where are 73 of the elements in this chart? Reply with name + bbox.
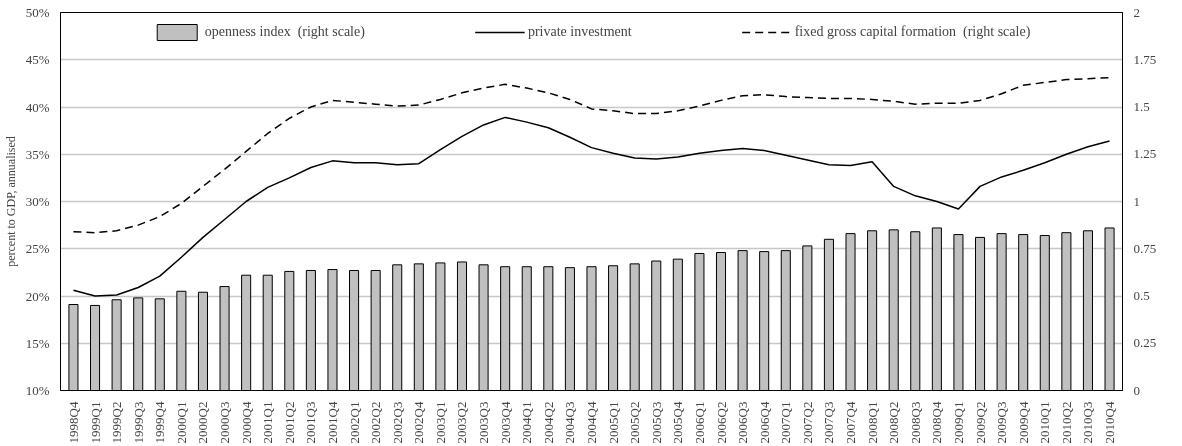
x-tick-label: 2007Q3	[821, 401, 837, 444]
x-tick-label: 2009Q4	[1015, 401, 1031, 444]
y-tick-label: 45%	[25, 52, 50, 68]
x-tick-label: 2005Q3	[648, 401, 664, 444]
x-tick-label: 2003Q1	[432, 401, 448, 444]
y-tick-label: 30%	[25, 194, 50, 209]
y2-tick-label: 2	[1133, 4, 1140, 20]
x-tick-label: 2005Q2	[627, 401, 643, 444]
x-tick-label: 2005Q4	[670, 401, 686, 444]
x-tick-label: 2001Q2	[281, 401, 297, 444]
x-tick-label: 2003Q2	[454, 401, 470, 444]
x-tick-label: 2006Q4	[756, 401, 772, 444]
y-tick-label: 40%	[25, 99, 50, 115]
x-tick-label: 2010Q2	[1058, 401, 1074, 444]
x-tick-label: 2009Q2	[972, 401, 988, 444]
x-tick-label: 2009Q1	[950, 401, 966, 444]
x-tick-label: 2000Q2	[195, 401, 211, 444]
x-tick-label: 2004Q1	[519, 401, 535, 444]
x-tick-label: 2010Q1	[1037, 401, 1053, 444]
legend-label: fixed gross capital formation (right scale)	[794, 24, 1031, 40]
y-tick-label: 15%	[25, 335, 50, 351]
x-tick-label: 2003Q3	[476, 401, 492, 444]
x-tick-label: 2004Q3	[562, 401, 578, 444]
x-tick-label: 2004Q2	[540, 401, 556, 444]
x-tick-label: 2006Q1	[691, 401, 707, 444]
x-tick-label: 2002Q2	[368, 401, 384, 444]
x-tick-label: 1999Q3	[130, 401, 146, 444]
x-tick-label: 1999Q1	[87, 401, 103, 444]
x-tick-label: 2002Q1	[346, 401, 362, 444]
y2-tick-label: 0.5	[1133, 288, 1150, 303]
x-tick-label: 2008Q1	[864, 401, 880, 444]
x-tick-label: 2008Q2	[886, 401, 902, 444]
x-tick-label: 2006Q2	[713, 401, 729, 444]
line-series	[72, 76, 1111, 234]
legend-label: private investment	[527, 24, 632, 40]
x-tick-label: 2007Q2	[799, 401, 815, 444]
x-tick-label: 2002Q3	[389, 401, 405, 444]
line-series	[72, 116, 1111, 297]
x-tick-label: 1999Q2	[109, 401, 125, 444]
x-tick-label: 2001Q3	[303, 401, 319, 444]
x-tick-label: 2007Q4	[843, 401, 859, 444]
x-tick-label: 2000Q1	[173, 401, 189, 444]
x-tick-label: 2010Q3	[1080, 401, 1096, 444]
y2-tick-label: 0.75	[1133, 240, 1157, 256]
x-tick-label: 2008Q4	[929, 401, 945, 444]
y2-tick-label: 0	[1133, 382, 1140, 398]
x-tick-label: 2003Q4	[497, 401, 513, 444]
y2-tick-label: 1.5	[1133, 99, 1150, 114]
x-tick-label: 2000Q4	[238, 401, 254, 444]
x-tick-label: 2005Q1	[605, 401, 621, 444]
x-tick-label: 2000Q3	[217, 401, 233, 444]
x-tick-label: 2001Q4	[324, 401, 340, 444]
x-tick-label: 1999Q4	[152, 401, 168, 444]
x-tick-label: 2010Q4	[1102, 401, 1118, 444]
x-tick-label: 1998Q4	[65, 401, 81, 444]
y-tick-label: 20%	[25, 288, 50, 304]
x-tick-label: 2004Q4	[584, 401, 599, 444]
y2-tick-label: 1.75	[1133, 51, 1157, 67]
x-tick-label: 2001Q1	[260, 401, 276, 444]
y-tick-label: 10%	[25, 383, 50, 398]
x-tick-label: 2007Q1	[778, 401, 794, 444]
x-tick-label: 2009Q3	[994, 401, 1010, 444]
y2-tick-label: 1.25	[1133, 146, 1157, 162]
y2-tick-label: 1	[1133, 193, 1140, 209]
x-tick-label: 2002Q4	[411, 401, 427, 444]
x-tick-label: 2008Q3	[907, 401, 923, 444]
legend-label: openness index (right scale)	[204, 24, 365, 40]
y-tick-label: 25%	[25, 241, 50, 257]
y2-tick-label: 0.25	[1133, 335, 1157, 351]
y-axis-title: percent to GDP, annualised	[3, 136, 18, 267]
y-tick-label: 50%	[25, 5, 50, 20]
y-tick-label: 35%	[25, 146, 50, 162]
x-tick-label: 2006Q3	[735, 401, 751, 444]
